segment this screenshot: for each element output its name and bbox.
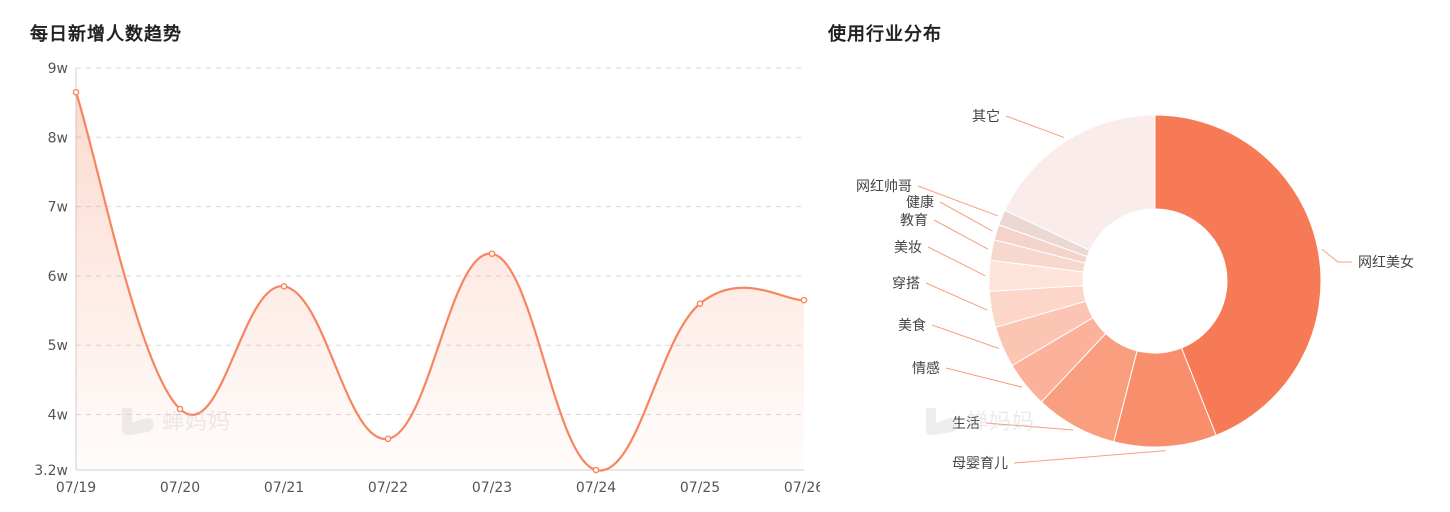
pie-label-line bbox=[1005, 115, 1065, 138]
y-tick-label: 5w bbox=[48, 338, 68, 354]
pie-label-line bbox=[939, 201, 993, 232]
data-point bbox=[280, 283, 288, 290]
chanmama-logo-icon bbox=[122, 408, 154, 436]
pie-label: 美妆 bbox=[894, 240, 922, 256]
x-tick-label: 07/21 bbox=[264, 480, 304, 496]
pie-label: 网红美女 bbox=[1358, 254, 1414, 271]
y-tick-label: 8w bbox=[48, 130, 68, 146]
data-point bbox=[72, 88, 80, 96]
x-tick-label: 07/24 bbox=[576, 480, 616, 496]
y-tick-label: 3.2w bbox=[34, 463, 68, 479]
pie-label-line bbox=[931, 324, 1000, 349]
watermark: 蝉妈妈 bbox=[922, 402, 1035, 438]
watermark-text: 蝉妈妈 bbox=[162, 410, 232, 435]
pie-label: 情感 bbox=[912, 360, 940, 377]
area-fill bbox=[76, 92, 804, 471]
x-tick-label: 07/19 bbox=[56, 480, 96, 496]
pie-chart-panel: 使用行业分布 网红美女母婴育儿 生活 情感 美食 穿搭 美妆 教育 健康 网红帅哥 其它 蝉妈妈 bbox=[820, 0, 1450, 512]
pie-label: 穿搭 bbox=[892, 276, 920, 292]
x-tick-label: 07/22 bbox=[368, 480, 408, 496]
x-tick-label: 07/23 bbox=[472, 480, 512, 496]
data-point bbox=[800, 296, 808, 304]
line-chart-title: 每日新增人数趋势 bbox=[30, 24, 182, 45]
y-tick-label: 7w bbox=[48, 200, 68, 216]
pie-label: 母婴育儿 bbox=[952, 456, 1008, 472]
pie-label-line bbox=[945, 367, 1023, 388]
pie-label-line bbox=[933, 219, 989, 250]
pie-slice bbox=[1154, 114, 1322, 436]
data-point bbox=[176, 405, 184, 413]
pie-chart-title: 使用行业分布 bbox=[828, 24, 942, 45]
x-tick-label: 07/20 bbox=[160, 480, 200, 496]
watermark-text: 蝉妈妈 bbox=[966, 410, 1036, 435]
y-tick-label: 9w bbox=[48, 61, 68, 77]
watermark: 蝉妈妈 bbox=[118, 402, 231, 438]
pie-label: 网红帅哥 bbox=[856, 179, 912, 195]
pie-label-line bbox=[917, 185, 999, 217]
pie-label: 健康 bbox=[906, 194, 934, 211]
x-tick-label: 07/26 bbox=[784, 480, 820, 496]
pie-slice bbox=[1004, 114, 1156, 252]
pie-label: 生活 bbox=[952, 416, 980, 432]
pie-label-line bbox=[927, 246, 986, 277]
pie-label-line bbox=[1321, 248, 1352, 263]
pie-label: 美食 bbox=[898, 317, 926, 334]
data-point bbox=[696, 300, 704, 307]
line-chart-panel: 每日新增人数趋势 9w 8w 7w 6w 5w 4w 3.2w 07/19 07/20 07/21… bbox=[30, 24, 820, 496]
pie-label: 教育 bbox=[900, 213, 928, 229]
y-tick-label: 6w bbox=[48, 269, 68, 285]
chanmama-logo-icon bbox=[926, 408, 958, 436]
y-tick-label: 4w bbox=[48, 408, 68, 424]
data-point bbox=[592, 466, 600, 474]
x-tick-label: 07/25 bbox=[680, 480, 720, 496]
pie-label-line bbox=[1013, 450, 1166, 464]
data-point bbox=[488, 250, 496, 258]
data-point bbox=[384, 435, 392, 443]
pie-label: 其它 bbox=[972, 108, 1000, 125]
pie-label-line bbox=[985, 422, 1074, 431]
pie-label-line bbox=[925, 282, 988, 311]
